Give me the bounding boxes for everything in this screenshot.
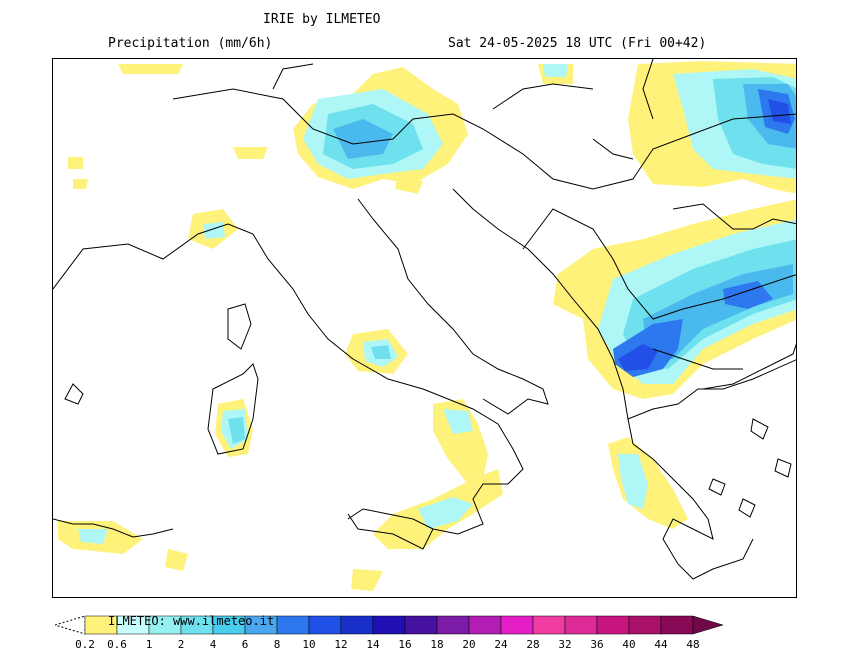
legend-tick-label: 36 <box>590 638 604 651</box>
legend-swatch <box>660 615 694 635</box>
credit-text: ILMETEO: www.ilmeteo.it <box>108 614 275 628</box>
legend-swatch <box>308 615 342 635</box>
legend-swatch <box>436 615 470 635</box>
coastlines-borders <box>53 59 796 580</box>
legend-tick-label: 0.2 <box>75 638 95 651</box>
legend-tick-label: 32 <box>558 638 572 651</box>
legend-swatch <box>340 615 374 635</box>
color-legend-bar <box>55 615 724 635</box>
legend-tick-label: 20 <box>462 638 476 651</box>
legend-swatch <box>468 615 502 635</box>
legend-swatch <box>532 615 566 635</box>
legend-swatch <box>500 615 534 635</box>
legend-tick-label: 18 <box>430 638 444 651</box>
legend-tick-label: 28 <box>526 638 540 651</box>
precipitation-map <box>52 58 797 598</box>
legend-swatch <box>276 615 310 635</box>
legend-tick-label: 10 <box>302 638 316 651</box>
legend-tick-label: 6 <box>241 638 249 651</box>
legend-tick-label: 44 <box>654 638 668 651</box>
legend-swatch <box>596 615 630 635</box>
legend-tick-label: 24 <box>494 638 508 651</box>
map-canvas <box>53 59 796 591</box>
precip-darkblue-layer <box>618 99 791 371</box>
legend-arrow-right <box>692 615 724 635</box>
legend-arrow-left <box>55 615 86 635</box>
legend-tick-label: 4 <box>209 638 217 651</box>
legend-swatch <box>404 615 438 635</box>
legend-tick-label: 2 <box>177 638 185 651</box>
legend-tick-label: 12 <box>334 638 348 651</box>
map-title: IRIE by ILMETEO <box>263 12 381 27</box>
legend-tick-label: 14 <box>366 638 380 651</box>
legend-tick-label: 16 <box>398 638 412 651</box>
valid-time-subtitle: Sat 24-05-2025 18 UTC (Fri 00+42) <box>448 36 707 51</box>
legend-tick-label: 8 <box>273 638 281 651</box>
variable-subtitle: Precipitation (mm/6h) <box>108 36 273 51</box>
legend-tick-label: 0.6 <box>107 638 127 651</box>
legend-swatch <box>564 615 598 635</box>
legend-tick-label: 1 <box>145 638 153 651</box>
legend-tick-label: 40 <box>622 638 636 651</box>
legend-swatch <box>372 615 406 635</box>
legend-tick-label: 48 <box>686 638 700 651</box>
legend-swatch <box>628 615 662 635</box>
